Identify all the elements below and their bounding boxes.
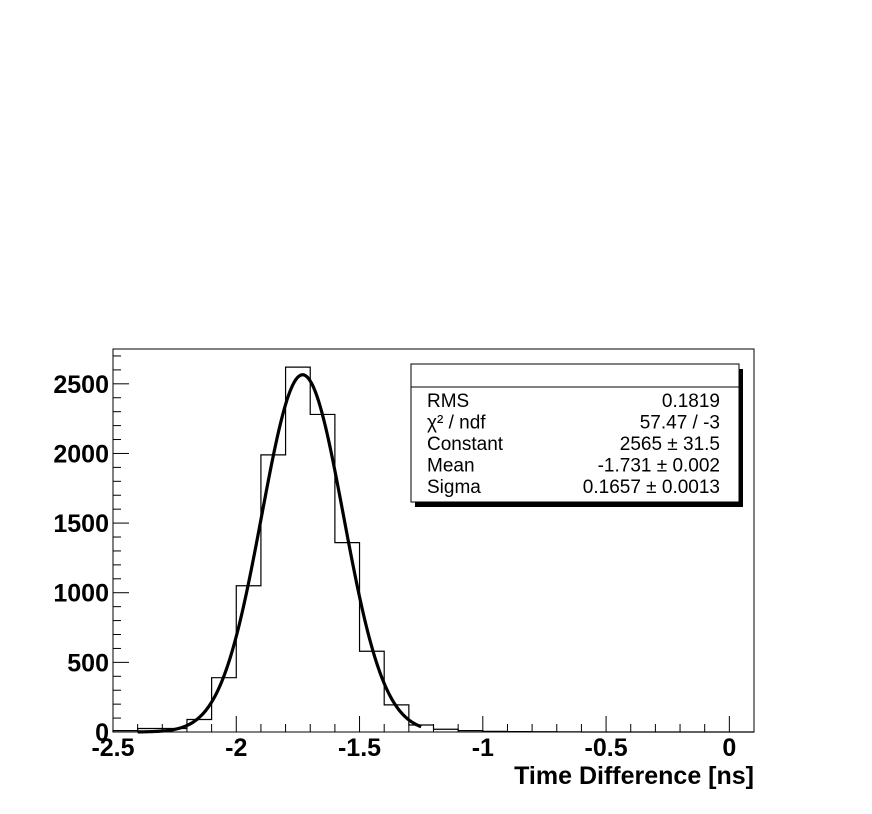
x-tick-label: -1 (472, 734, 494, 762)
stats-rows: RMS 0.1819 χ² / ndf 57.47 / -3 Constant 2565 … (427, 391, 720, 498)
stats-value: 57.47 / -3 (640, 413, 720, 434)
stats-label: χ² / ndf (427, 413, 486, 434)
stats-label: Constant (427, 434, 504, 455)
x-tick-label: -1.5 (338, 734, 381, 762)
y-tick-label: 500 (67, 649, 109, 677)
stats-box: RMS 0.1819 χ² / ndf 57.47 / -3 Constant 2565 … (410, 363, 743, 507)
x-tick-label: 0 (722, 734, 736, 762)
stats-label: RMS (427, 391, 469, 412)
x-axis-title: Time Difference [ns] (514, 762, 754, 790)
y-axis-tick-labels: 0 500 1000 1500 2000 2500 (53, 371, 109, 747)
y-tick-label: 0 (95, 719, 109, 747)
y-tick-label: 1000 (53, 580, 109, 608)
stats-label: Sigma (427, 477, 481, 498)
y-tick-label: 2000 (53, 440, 109, 468)
x-tick-label: -2.5 (91, 734, 134, 762)
x-tick-label: -0.5 (585, 734, 628, 762)
y-axis-ticks (113, 355, 129, 733)
x-axis-tick-labels: -2.5 -2 -1.5 -1 -0.5 0 (91, 734, 736, 762)
stats-value: -1.731 ± 0.002 (598, 456, 720, 477)
x-tick-label: -2 (225, 734, 247, 762)
stats-value: 0.1657 ± 0.0013 (583, 477, 720, 498)
gaussian-fit-curve (137, 373, 422, 734)
y-tick-label: 2500 (53, 371, 109, 399)
stats-label: Mean (427, 456, 475, 477)
y-tick-label: 1500 (53, 510, 109, 538)
stats-value: 2565 ± 31.5 (620, 434, 720, 455)
stats-value: 0.1819 (662, 391, 720, 412)
